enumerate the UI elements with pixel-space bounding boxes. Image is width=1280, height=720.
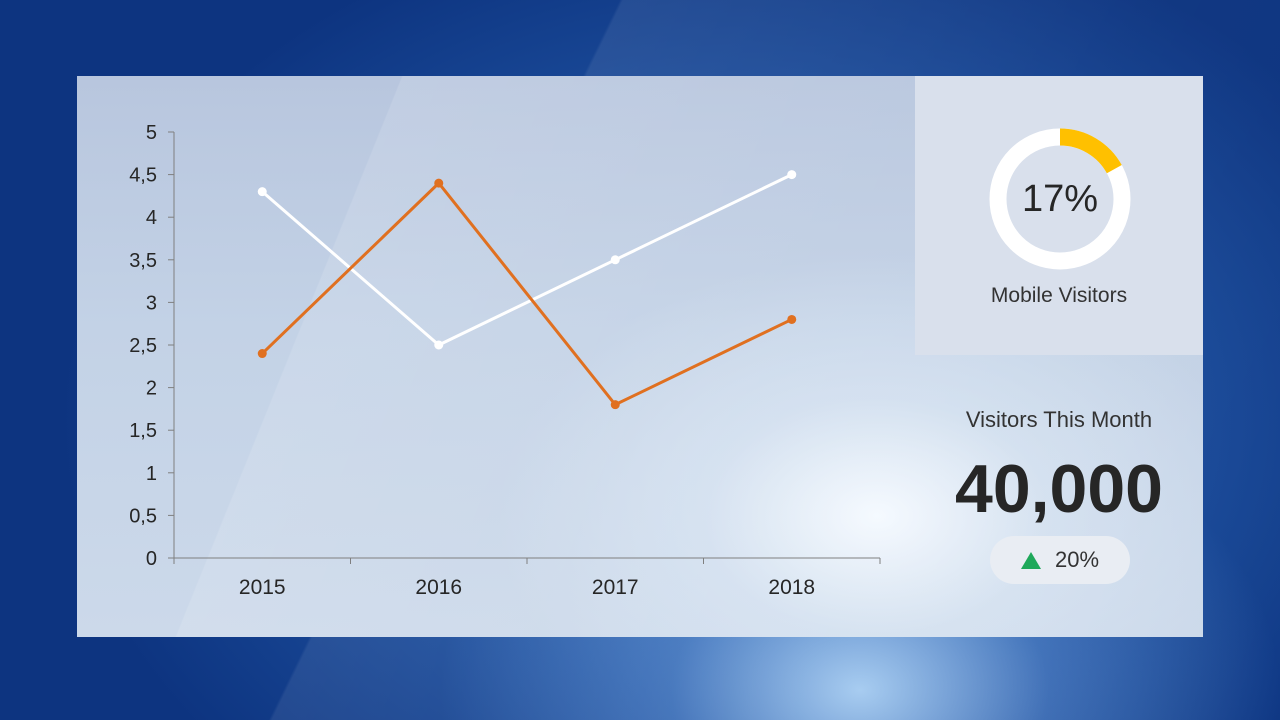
y-tick-label: 0,5 bbox=[129, 505, 157, 527]
x-tick-label: 2018 bbox=[768, 576, 815, 599]
series-1-point bbox=[434, 340, 444, 350]
triangle-up-icon bbox=[1020, 551, 1041, 569]
change-value: 20% bbox=[1054, 547, 1100, 572]
x-tick-label: 2017 bbox=[592, 576, 639, 599]
y-tick-label: 2 bbox=[146, 378, 157, 400]
y-tick-label: 1 bbox=[146, 463, 157, 485]
series-2-point bbox=[434, 178, 444, 188]
dashboard-card: 0 0,5 1 1,5 2 2,5 3 3,5 4 4,5 5 2015 2016 2017 2018 17… bbox=[77, 76, 1203, 637]
donut-gauge: 17% bbox=[989, 128, 1131, 270]
y-tick-label: 3,5 bbox=[129, 250, 157, 272]
y-tick-label: 4,5 bbox=[129, 165, 157, 187]
series-2-point bbox=[787, 314, 797, 324]
series-1-point bbox=[610, 255, 620, 265]
change-badge: 20% bbox=[990, 536, 1130, 584]
visitors-month-value: 40,000 bbox=[955, 451, 1163, 527]
series-1-point bbox=[787, 170, 797, 180]
series-1-line bbox=[261, 173, 793, 347]
mobile-percent-value: 17% bbox=[1021, 177, 1099, 220]
y-tick-label: 1,5 bbox=[129, 420, 157, 442]
mobile-visitors-panel: 17% Mobile Visitors bbox=[915, 76, 1203, 355]
donut-fill-arc bbox=[1059, 128, 1122, 174]
series-2-point bbox=[610, 400, 620, 410]
donut-svg bbox=[989, 128, 1131, 270]
line-chart: 0 0,5 1 1,5 2 2,5 3 3,5 4 4,5 5 2015 2016 2017 2018 bbox=[129, 122, 881, 599]
visitors-month-title: Visitors This Month bbox=[965, 407, 1153, 432]
y-tick-label: 2,5 bbox=[129, 335, 157, 357]
y-tick-label: 3 bbox=[146, 292, 157, 314]
series-2-point bbox=[257, 349, 267, 359]
mobile-visitors-label: Mobile Visitors bbox=[990, 284, 1128, 307]
y-tick-label: 5 bbox=[146, 122, 157, 144]
y-tick-label: 0 bbox=[146, 548, 157, 570]
series-1-point bbox=[257, 187, 267, 197]
y-tick-label: 4 bbox=[146, 207, 157, 229]
series-2-line bbox=[261, 181, 793, 407]
x-tick-label: 2016 bbox=[415, 576, 462, 599]
x-tick-label: 2015 bbox=[239, 576, 286, 599]
